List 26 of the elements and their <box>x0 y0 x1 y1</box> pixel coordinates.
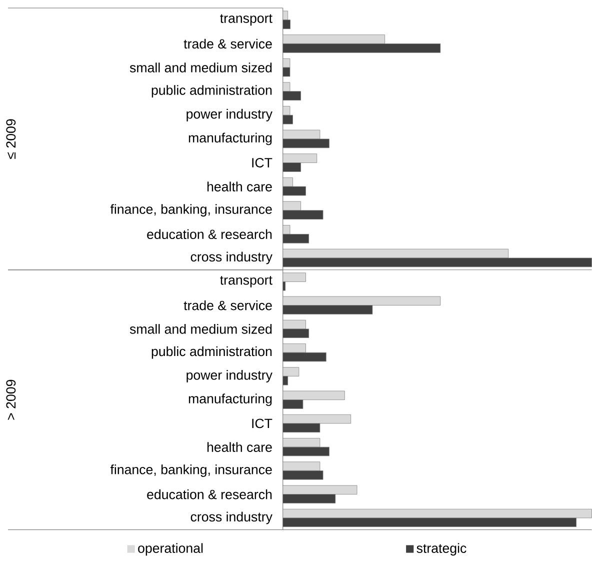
y-tick-label: trade & service <box>184 38 272 49</box>
y-tick-label: manufacturing <box>188 132 272 146</box>
y-tick-label: transport <box>220 14 272 26</box>
y-tick-label: power industry <box>186 370 272 383</box>
y-tick-label: public administration <box>152 85 272 98</box>
y-tick-label: cross industry <box>190 512 272 524</box>
y-tick-label: finance, banking, insurance <box>110 464 272 478</box>
y-tick-label: manufacturing <box>188 394 272 406</box>
y-axis-title: ≤ 2009 <box>6 119 16 159</box>
y-tick-label: small and medium sized <box>130 324 272 334</box>
y-tick-label: small and medium sized <box>130 62 272 73</box>
y-tick-label: education & research <box>147 229 272 240</box>
legend-label: strategic <box>416 543 466 556</box>
y-tick-label: ICT <box>252 418 272 428</box>
y-tick-label: public administration <box>152 346 272 359</box>
y-tick-label: ICT <box>252 158 272 168</box>
y-tick-label: cross industry <box>190 252 272 264</box>
y-tick-label: health care <box>207 182 272 192</box>
legend-label: operational <box>138 543 203 556</box>
y-axis-title: > 2009 <box>6 380 16 420</box>
y-tick-label: education & research <box>147 490 272 500</box>
y-tick-label: health care <box>207 442 272 452</box>
y-tick-label: transport <box>220 276 272 288</box>
y-tick-label: trade & service <box>184 300 272 310</box>
y-tick-label: finance, banking, insurance <box>110 204 272 217</box>
y-tick-label: power industry <box>186 109 272 122</box>
